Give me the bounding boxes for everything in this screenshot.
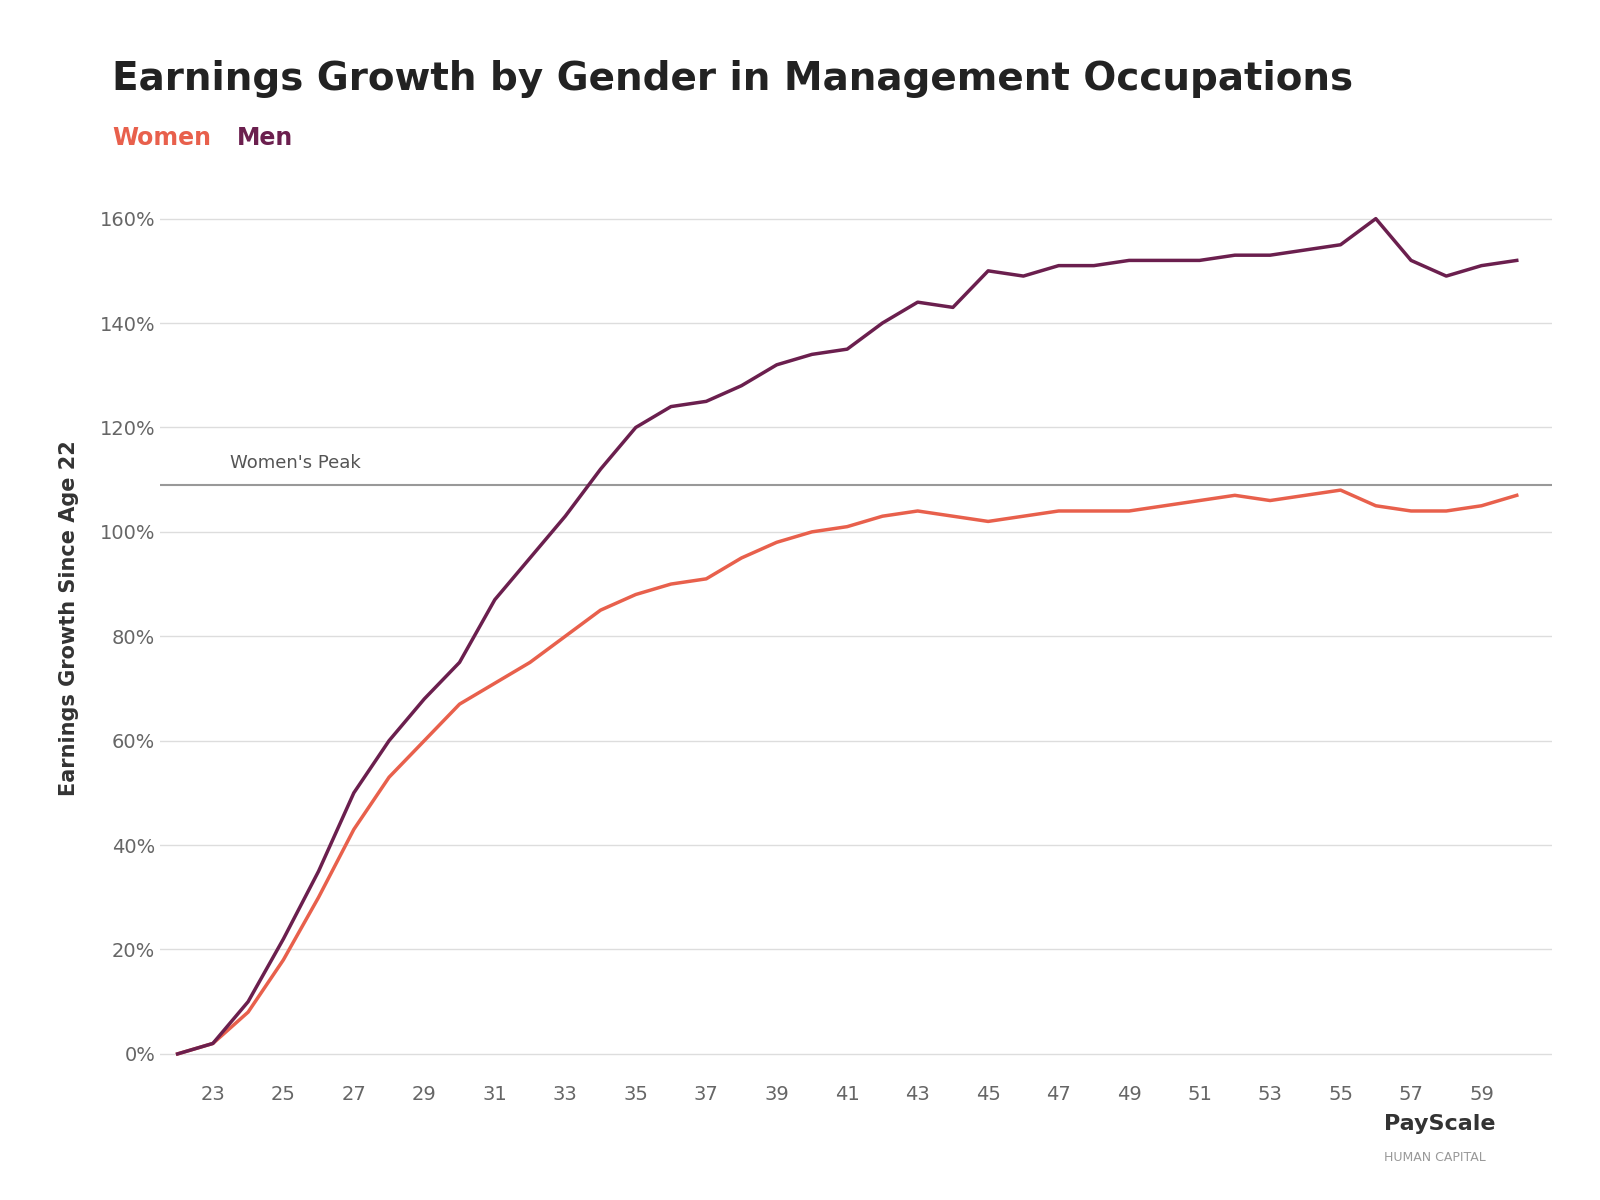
Y-axis label: Earnings Growth Since Age 22: Earnings Growth Since Age 22: [59, 440, 78, 796]
Text: HUMAN CAPITAL: HUMAN CAPITAL: [1384, 1151, 1486, 1164]
Text: Earnings Growth by Gender in Management Occupations: Earnings Growth by Gender in Management …: [112, 60, 1354, 98]
Text: PayScale: PayScale: [1384, 1114, 1496, 1134]
Text: Women: Women: [112, 126, 211, 150]
Text: Women's Peak: Women's Peak: [230, 454, 362, 472]
Text: Men: Men: [237, 126, 293, 150]
